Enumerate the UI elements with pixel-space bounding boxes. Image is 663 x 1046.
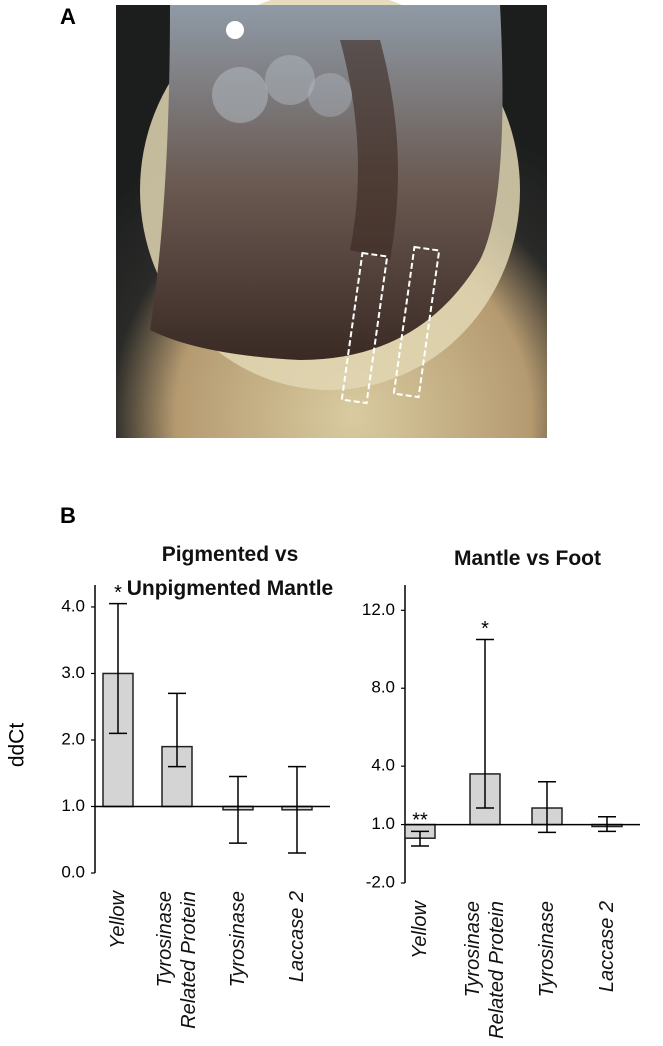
x-tick-label: Laccase 2 xyxy=(286,891,308,983)
chart-title: Pigmented vs Unpigmented Mantle xyxy=(126,543,334,600)
x-tick-label: Tyrosinase xyxy=(536,901,558,998)
error-bar xyxy=(229,775,247,844)
significance-label: ** xyxy=(412,810,428,832)
panel-label: A xyxy=(60,4,76,29)
chart-title: Mantle vs Foot xyxy=(453,547,601,570)
y-tick-label: 4.0 xyxy=(61,596,85,615)
x-tick-label: Tyrosinase Related Protein xyxy=(462,901,508,1039)
y-tick-label: 8.0 xyxy=(371,678,395,697)
x-tick-label: Yellow xyxy=(409,901,431,959)
error-bar xyxy=(168,692,186,768)
x-tick-label: Laccase 2 xyxy=(596,901,618,993)
error-bar xyxy=(476,638,494,809)
y-tick-label: 4.0 xyxy=(371,756,395,775)
x-tick-label: Tyrosinase Related Protein xyxy=(154,891,200,1029)
y-tick-label: 0.0 xyxy=(61,862,85,881)
y-tick-label: 3.0 xyxy=(61,663,85,682)
y-tick-label: 1.0 xyxy=(371,814,395,833)
y-tick-label: 2.0 xyxy=(61,729,85,748)
x-tick-label: Yellow xyxy=(107,891,129,949)
error-bar xyxy=(411,830,429,847)
y-tick-label: 12.0 xyxy=(362,600,395,619)
y-axis-label: ddCt xyxy=(6,723,29,768)
photo xyxy=(116,0,547,438)
panel-label: B xyxy=(60,503,76,528)
x-tick-label: Tyrosinase xyxy=(227,891,249,988)
significance-label: * xyxy=(481,618,489,640)
y-tick-label: -2.0 xyxy=(366,872,395,891)
error-bar xyxy=(288,765,306,854)
error-bar xyxy=(109,602,127,735)
significance-label: * xyxy=(114,582,122,604)
y-tick-label: 1.0 xyxy=(61,796,85,815)
